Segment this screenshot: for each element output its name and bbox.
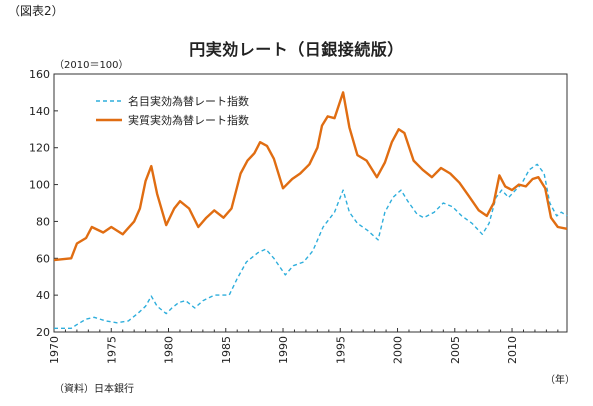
x-tick-label: 1990	[277, 336, 290, 364]
series-lines	[53, 91, 568, 329]
chart-title: 円実効レート（日銀接続版）	[189, 40, 404, 59]
figure-label: （図表2）	[8, 4, 64, 18]
y-tick-label: 20	[36, 326, 50, 339]
x-tick-label: 1985	[220, 336, 233, 364]
plot-frame	[53, 73, 568, 333]
unit-label: （2010＝100）	[54, 60, 129, 71]
y-tick-label: 160	[29, 68, 50, 81]
x-tick-label: 1975	[105, 336, 118, 364]
y-tick-label: 60	[36, 252, 50, 265]
y-tick-label: 120	[29, 142, 50, 155]
legend-entry: 実質実効為替レート指数	[128, 113, 249, 127]
legend-entry: 名目実効為替レート指数	[128, 94, 249, 108]
x-tick-label: 1995	[334, 336, 347, 364]
axes: 20 40 60 80 100 120 140 160 1970 1975 1980 1985 1990…	[29, 68, 568, 364]
x-tick-label: 2000	[392, 336, 405, 364]
source-label: （資料）日本銀行	[54, 384, 134, 395]
x-tick-label: 2005	[449, 336, 462, 364]
series-line-real	[53, 91, 568, 262]
y-tick-label: 80	[36, 215, 50, 228]
x-tick-label: 1980	[163, 336, 176, 364]
y-tick-label: 100	[29, 179, 50, 192]
x-tick-label: 1970	[48, 336, 61, 364]
x-tick-label: 2010	[506, 336, 519, 364]
x-unit-label: （年）	[545, 375, 575, 386]
y-tick-label: 140	[29, 105, 50, 118]
y-tick-label: 40	[36, 289, 50, 302]
series-line-nominal	[54, 163, 568, 329]
